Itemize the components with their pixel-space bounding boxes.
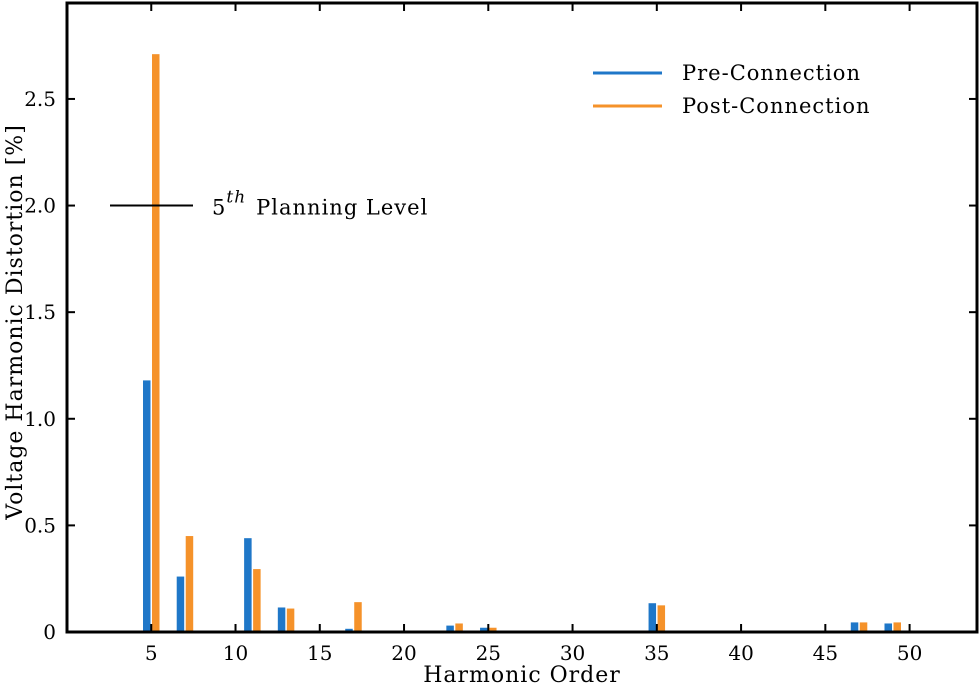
- bar-pre-connection-h49: [884, 623, 892, 632]
- bar-pre-connection-h35: [648, 603, 657, 632]
- bar-pre-connection-h25: [480, 627, 488, 632]
- x-tick-label-15: 15: [307, 641, 332, 665]
- y-axis-label: Voltage Harmonic Distortion [%]: [3, 124, 28, 521]
- x-ticks: 5 10 15 20 25 30 35 40 45 50: [145, 3, 922, 665]
- bar-post-connection-h35: [657, 605, 666, 632]
- bar-pre-connection-h11: [244, 538, 252, 632]
- y-tick-label-0: 0: [43, 620, 56, 644]
- x-tick-label-5: 5: [145, 641, 158, 665]
- x-tick-label-45: 45: [813, 641, 838, 665]
- planning-level-annotation: 5th Planning Level: [212, 188, 428, 220]
- y-tick-label-4: 2.0: [24, 194, 56, 218]
- plot-frame: [65, 1, 979, 634]
- bar-post-connection-h25: [489, 627, 497, 632]
- bar-post-connection-h7: [185, 536, 194, 632]
- bar-pre-connection-h47: [850, 622, 859, 632]
- bar-pre-connection-h23: [446, 625, 454, 632]
- x-tick-label-20: 20: [391, 641, 416, 665]
- bar-post-connection-h47: [859, 622, 868, 632]
- bar-pre-connection-h13: [277, 607, 286, 632]
- legend-label-post-connection: Post-Connection: [682, 94, 871, 118]
- x-axis-label: Harmonic Order: [423, 663, 621, 685]
- legend-label-pre-connection: Pre-Connection: [682, 61, 861, 85]
- x-tick-label-30: 30: [560, 641, 585, 665]
- bar-post-connection-h49: [893, 622, 901, 632]
- legend: Pre-Connection Post-Connection: [593, 61, 871, 118]
- bar-post-connection-h5: [152, 54, 160, 633]
- y-ticks: 0 0.5 1.0 1.5 2.0 2.5: [24, 87, 977, 644]
- planning-level-base: 5: [212, 196, 226, 220]
- planning-level-text: Planning Level: [256, 196, 428, 220]
- bar-post-connection-h13: [286, 608, 295, 632]
- bar-post-connection-h17: [354, 602, 362, 632]
- x-tick-label-40: 40: [728, 641, 753, 665]
- y-tick-label-3: 1.5: [24, 300, 56, 324]
- y-tick-label-5: 2.5: [24, 87, 56, 111]
- y-tick-label-1: 0.5: [24, 513, 56, 537]
- bar-pre-connection-h5: [143, 380, 151, 632]
- bar-post-connection-h23: [455, 623, 463, 632]
- x-tick-label-10: 10: [223, 641, 248, 665]
- bar-pre-connection-h7: [176, 576, 185, 632]
- bars-group: [143, 54, 901, 633]
- planning-level-superscript: th: [226, 188, 246, 208]
- bar-post-connection-h11: [253, 569, 261, 632]
- x-tick-label-35: 35: [644, 641, 669, 665]
- x-tick-label-50: 50: [897, 641, 922, 665]
- bar-pre-connection-h17: [345, 628, 353, 632]
- x-tick-label-25: 25: [476, 641, 501, 665]
- y-tick-label-2: 1.0: [24, 407, 56, 431]
